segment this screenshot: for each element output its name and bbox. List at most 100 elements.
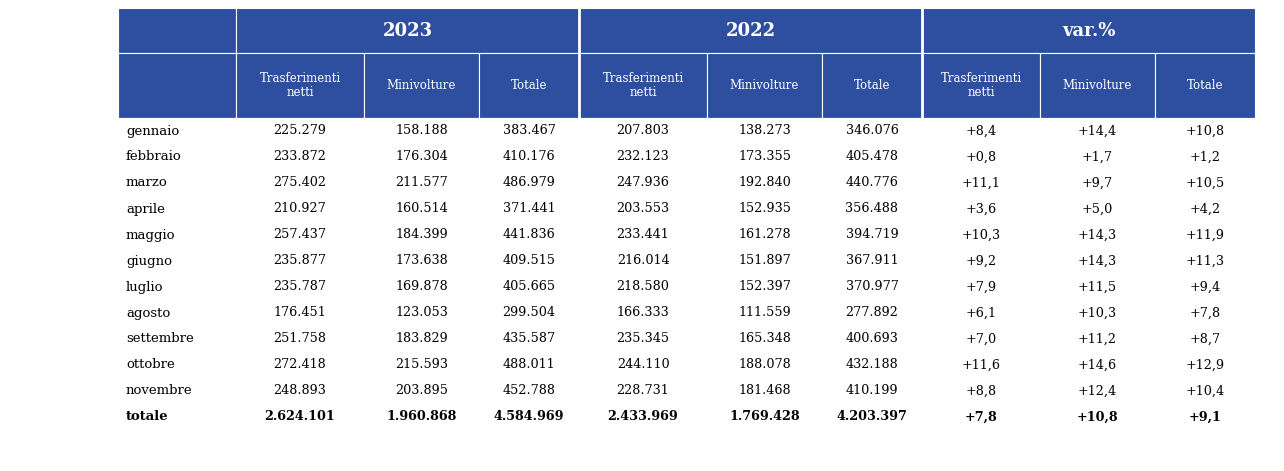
Bar [579,118,707,144]
Text: +11,6: +11,6 [962,358,1000,372]
Text: 152.397: 152.397 [738,281,791,293]
Text: 173.355: 173.355 [738,151,791,163]
Text: 165.348: 165.348 [738,333,791,346]
Bar [922,274,1040,300]
Text: 233.441: 233.441 [616,228,669,242]
Bar [118,274,236,300]
Text: +11,1: +11,1 [962,177,1000,189]
Bar [822,404,922,430]
Bar [118,53,236,118]
Text: +10,8: +10,8 [1185,124,1225,138]
Bar [822,378,922,404]
Text: 166.333: 166.333 [616,307,669,319]
Bar [479,300,579,326]
Bar [479,53,579,118]
Bar [822,274,922,300]
Text: maggio: maggio [126,228,176,242]
Text: +12,4: +12,4 [1079,384,1117,398]
Text: gennaio: gennaio [126,124,180,138]
Text: var.%: var.% [1062,22,1116,40]
Text: +7,9: +7,9 [966,281,996,293]
Bar [479,378,579,404]
Bar [479,274,579,300]
Text: 405.478: 405.478 [845,151,899,163]
Bar [363,352,479,378]
Bar [1156,378,1254,404]
Bar [1156,326,1254,352]
Bar [822,300,922,326]
Bar [236,248,363,274]
Bar [707,300,822,326]
Text: Trasferimenti
netti: Trasferimenti netti [602,72,683,99]
Bar [479,118,579,144]
Bar [822,248,922,274]
Text: febbraio: febbraio [126,151,182,163]
Bar [363,222,479,248]
Bar [822,144,922,170]
Bar [118,8,236,53]
Bar [579,404,707,430]
Bar [707,352,822,378]
Text: +10,3: +10,3 [962,228,1000,242]
Bar [822,222,922,248]
Bar [707,326,822,352]
Text: +11,5: +11,5 [1079,281,1117,293]
Text: Trasferimenti
netti: Trasferimenti netti [259,72,340,99]
Text: +9,2: +9,2 [966,254,996,268]
Bar [479,170,579,196]
Bar [236,53,363,118]
Bar [236,144,363,170]
Text: Minivolture: Minivolture [386,79,456,92]
Bar [922,8,1254,53]
Text: 111.559: 111.559 [738,307,791,319]
Text: +14,3: +14,3 [1079,228,1117,242]
Bar [363,53,479,118]
Text: Minivolture: Minivolture [1063,79,1132,92]
Text: 169.878: 169.878 [395,281,448,293]
Text: 275.402: 275.402 [273,177,326,189]
Bar [707,378,822,404]
Bar [363,248,479,274]
Bar [1156,352,1254,378]
Text: 251.758: 251.758 [273,333,326,346]
Bar [236,8,579,53]
Text: 123.053: 123.053 [395,307,448,319]
Bar [922,300,1040,326]
Bar [1156,170,1254,196]
Bar [579,222,707,248]
Bar [363,196,479,222]
Text: +11,9: +11,9 [1185,228,1225,242]
Bar [1156,144,1254,170]
Text: 181.468: 181.468 [738,384,791,398]
Text: 2.624.101: 2.624.101 [265,411,335,423]
Text: 247.936: 247.936 [616,177,669,189]
Bar [236,300,363,326]
Text: totale: totale [126,411,168,423]
Bar [479,196,579,222]
Bar [707,222,822,248]
Bar [822,196,922,222]
Bar [922,144,1040,170]
Bar [118,170,236,196]
Bar [922,352,1040,378]
Bar [707,118,822,144]
Bar [1040,144,1156,170]
Text: Totale: Totale [511,79,547,92]
Text: 2022: 2022 [725,22,776,40]
Text: 367.911: 367.911 [846,254,899,268]
Bar [922,248,1040,274]
Text: 233.872: 233.872 [273,151,326,163]
Text: 452.788: 452.788 [502,384,556,398]
Bar [363,326,479,352]
Text: +14,4: +14,4 [1079,124,1117,138]
Text: +8,4: +8,4 [966,124,996,138]
Bar [1040,170,1156,196]
Text: +11,3: +11,3 [1185,254,1225,268]
Bar [118,196,236,222]
Bar [363,274,479,300]
Text: novembre: novembre [126,384,193,398]
Bar [922,53,1040,118]
Bar [707,196,822,222]
Text: Minivolture: Minivolture [729,79,799,92]
Text: +6,1: +6,1 [966,307,996,319]
